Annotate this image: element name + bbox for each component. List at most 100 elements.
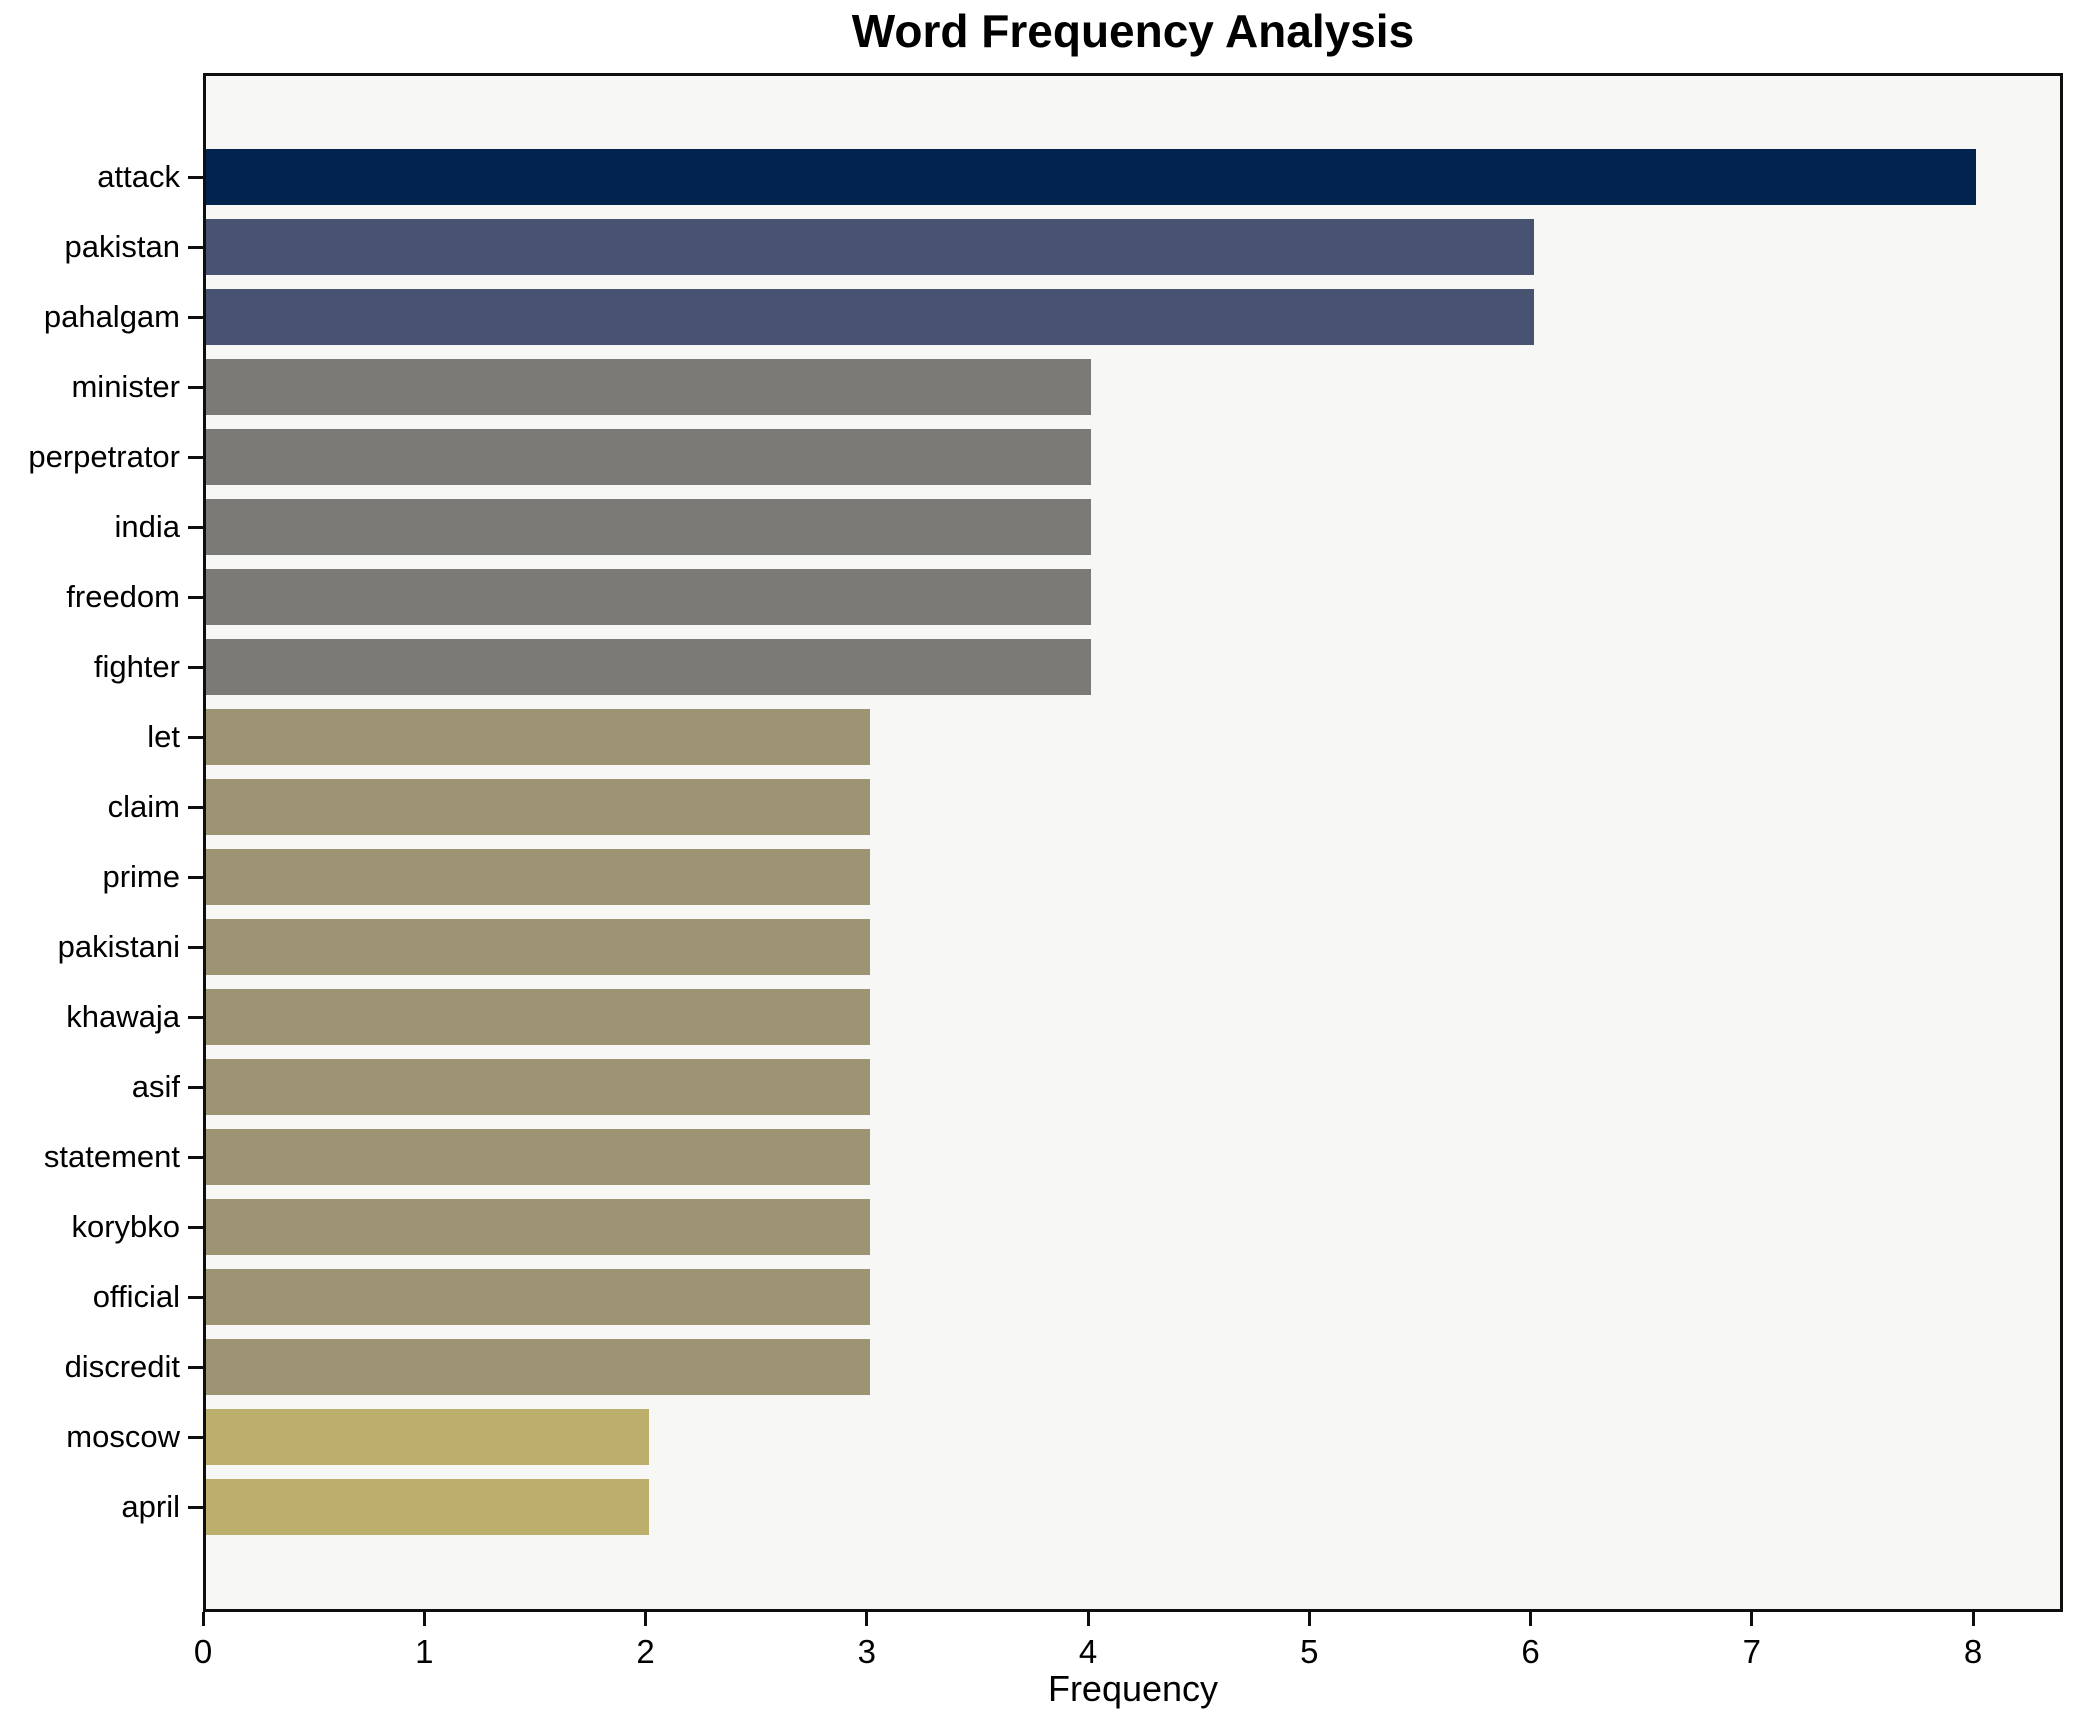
y-tick-label: freedom bbox=[66, 579, 180, 614]
x-tick-label: 1 bbox=[415, 1633, 434, 1670]
x-tick-label: 2 bbox=[636, 1633, 655, 1670]
y-tick-mark bbox=[188, 1505, 203, 1509]
x-tick-mark bbox=[1750, 1612, 1754, 1626]
chart-row: india bbox=[115, 492, 2060, 562]
y-tick-mark bbox=[188, 595, 203, 599]
chart-row: perpetrator bbox=[28, 422, 2060, 492]
x-tick-label: 8 bbox=[1963, 1633, 1983, 1670]
y-tick-mark bbox=[188, 875, 203, 879]
x-tick-mark bbox=[644, 1612, 647, 1626]
y-tick-label: pakistani bbox=[57, 929, 180, 964]
y-tick-label: april bbox=[121, 1489, 180, 1524]
bar-official bbox=[206, 1269, 870, 1325]
y-tick-mark bbox=[188, 1085, 203, 1089]
bar-pahalgam bbox=[206, 289, 1534, 345]
bar-moscow bbox=[206, 1409, 649, 1465]
chart-row: pakistani bbox=[58, 912, 2060, 982]
chart-row: asif bbox=[132, 1052, 2060, 1122]
x-tick-mark bbox=[1086, 1612, 1090, 1626]
y-tick-label: official bbox=[92, 1279, 180, 1314]
x-tick-label: 3 bbox=[857, 1633, 876, 1670]
y-tick-mark bbox=[188, 315, 203, 319]
chart-row: april bbox=[121, 1472, 2060, 1542]
y-tick-mark bbox=[188, 1435, 203, 1439]
bar-let bbox=[206, 709, 870, 765]
y-tick-label: india bbox=[114, 509, 181, 544]
y-tick-mark bbox=[188, 175, 203, 179]
y-tick-label: pahalgam bbox=[43, 299, 180, 334]
x-axis-label: Frequency bbox=[1047, 1668, 1219, 1709]
bar-april bbox=[206, 1479, 649, 1535]
chart-row: let bbox=[147, 702, 2060, 772]
y-tick-mark bbox=[188, 945, 203, 949]
bar-statement bbox=[206, 1129, 870, 1185]
chart-row: minister bbox=[71, 352, 2060, 422]
y-tick-label: claim bbox=[107, 789, 180, 824]
bar-discredit bbox=[206, 1339, 870, 1395]
x-tick-mark bbox=[1529, 1612, 1532, 1626]
x-tick-label: 6 bbox=[1521, 1633, 1540, 1670]
bar-perpetrator bbox=[206, 429, 1091, 485]
bar-freedom bbox=[206, 569, 1091, 625]
bar-india bbox=[206, 499, 1091, 555]
y-tick-label: asif bbox=[131, 1069, 180, 1104]
y-tick-label: minister bbox=[71, 369, 180, 404]
chart-row: pahalgam bbox=[44, 282, 2060, 352]
y-tick-label: discredit bbox=[64, 1349, 180, 1384]
chart-row: prime bbox=[102, 842, 2060, 912]
x-tick-mark bbox=[201, 1612, 205, 1626]
y-tick-mark bbox=[188, 245, 203, 249]
bar-pakistani bbox=[206, 919, 870, 975]
y-tick-label: pakistan bbox=[64, 229, 180, 264]
chart-row: moscow bbox=[66, 1402, 2060, 1472]
y-tick-mark bbox=[188, 805, 203, 809]
y-tick-label: attack bbox=[97, 159, 180, 194]
y-tick-mark bbox=[188, 1015, 203, 1019]
chart-row: discredit bbox=[65, 1332, 2060, 1402]
y-tick-mark bbox=[188, 665, 203, 669]
chart-row: official bbox=[93, 1262, 2060, 1332]
chart-row: korybko bbox=[71, 1192, 2060, 1262]
y-tick-label: let bbox=[147, 719, 180, 754]
y-tick-mark bbox=[188, 455, 203, 459]
y-tick-mark bbox=[188, 385, 203, 389]
chart-row: freedom bbox=[66, 562, 2060, 632]
bar-claim bbox=[206, 779, 870, 835]
y-tick-mark bbox=[188, 1155, 203, 1159]
y-tick-label: statement bbox=[43, 1139, 180, 1174]
x-tick-mark bbox=[865, 1612, 869, 1626]
bar-fighter bbox=[206, 639, 1091, 695]
y-tick-mark bbox=[188, 1225, 203, 1229]
x-tick-label: 5 bbox=[1300, 1633, 1319, 1670]
y-tick-mark bbox=[188, 735, 203, 739]
bar-khawaja bbox=[206, 989, 870, 1045]
plot-area: attack pakistan pahalgam minister perpetrato… bbox=[28, 73, 2063, 1670]
x-tick-mark bbox=[1971, 1612, 1975, 1626]
bar-korybko bbox=[206, 1199, 870, 1255]
x-tick-label: 0 bbox=[193, 1633, 213, 1670]
chart-row: statement bbox=[44, 1122, 2060, 1192]
chart-title: Word Frequency Analysis bbox=[851, 5, 1415, 57]
x-tick-mark bbox=[422, 1612, 426, 1626]
x-tick-label: 4 bbox=[1078, 1633, 1098, 1670]
x-tick-label: 7 bbox=[1742, 1633, 1761, 1670]
bar-pakistan bbox=[206, 219, 1534, 275]
chart-row: fighter bbox=[94, 632, 2060, 702]
chart-row: khawaja bbox=[66, 982, 2060, 1052]
bars-container: attack pakistan pahalgam minister perpetrato… bbox=[28, 76, 2060, 1542]
bar-attack bbox=[206, 149, 1976, 205]
y-tick-label: perpetrator bbox=[28, 439, 180, 474]
x-tick-mark bbox=[1307, 1612, 1311, 1626]
chart-row: pakistan bbox=[65, 212, 2060, 282]
y-tick-label: khawaja bbox=[66, 999, 180, 1034]
bar-minister bbox=[206, 359, 1091, 415]
y-tick-label: moscow bbox=[66, 1419, 180, 1454]
y-tick-mark bbox=[188, 1365, 203, 1369]
y-tick-label: prime bbox=[102, 859, 180, 894]
chart-row: claim bbox=[108, 772, 2060, 842]
chart-row: attack bbox=[97, 142, 2060, 212]
y-tick-mark bbox=[188, 1295, 203, 1299]
y-tick-mark bbox=[188, 525, 203, 529]
y-tick-label: korybko bbox=[71, 1209, 180, 1244]
